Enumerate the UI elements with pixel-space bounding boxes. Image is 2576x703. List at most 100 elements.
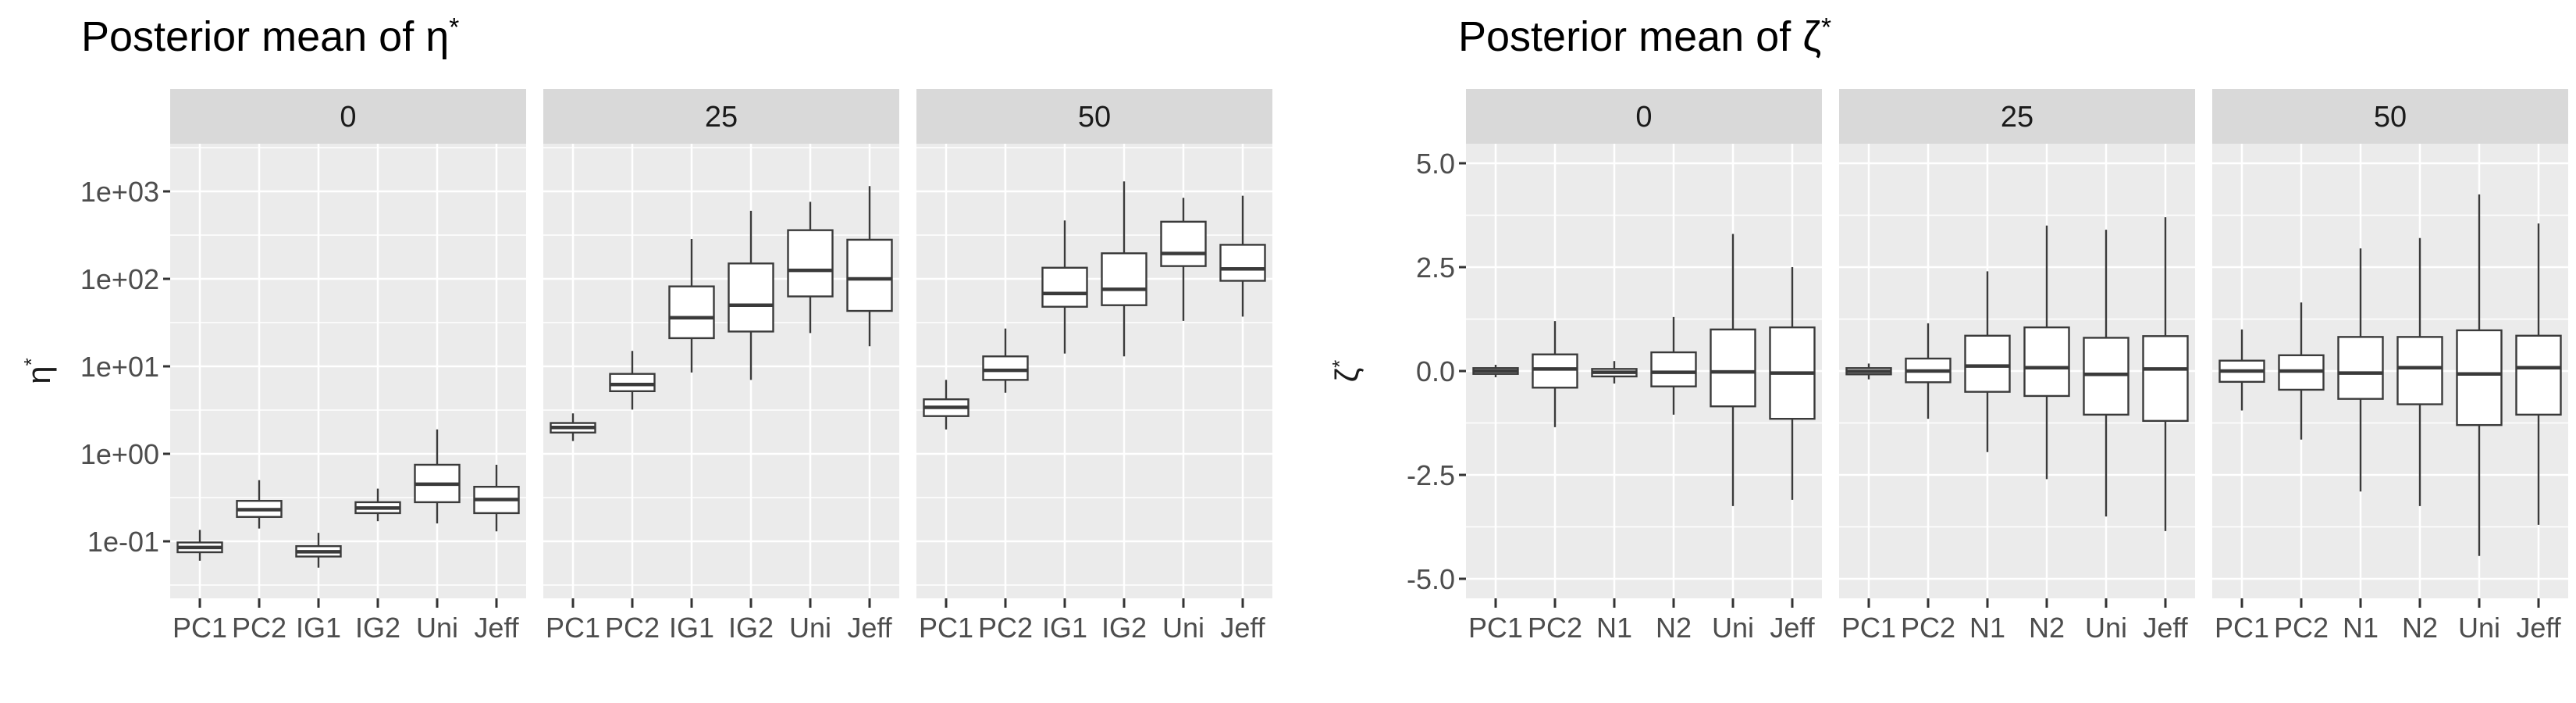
boxplot-box	[1710, 328, 1756, 408]
boxplot-Jeff	[2515, 223, 2562, 525]
x-tick-label: IG1	[296, 612, 341, 644]
boxplot-Uni	[1710, 234, 1756, 506]
x-tick-label: PC2	[232, 612, 286, 644]
y-tick-label: 1e+01	[80, 351, 159, 383]
boxplot-Uni	[787, 202, 834, 334]
boxplot-IG2	[728, 210, 774, 380]
x-tick-label: Jeff	[1770, 612, 1815, 644]
boxplot-Uni	[2083, 230, 2129, 517]
x-tick-label: Uni	[789, 612, 831, 644]
boxplot-N1	[1591, 361, 1638, 384]
chart-zeta: Posterior mean of ζ* ζ* 0 PC1 PC2 N1 N2 Uni Je…	[1288, 0, 2576, 703]
x-tick-label: N2	[2029, 612, 2065, 644]
boxplot-box	[787, 229, 834, 298]
x-tick-label: Jeff	[2143, 612, 2188, 644]
x-tick-label: Uni	[1162, 612, 1204, 644]
x-tick-label: PC2	[1528, 612, 1582, 644]
boxplot-box	[1964, 334, 2011, 393]
boxplot-Uni	[414, 429, 461, 524]
boxplot-PC2	[1532, 321, 1578, 427]
boxplot-box	[982, 355, 1029, 381]
y-tick-label: 1e+00	[80, 438, 159, 470]
facet-panel-0: 0 PC1 PC2 N1 N2 Uni Jeff	[1466, 89, 1822, 644]
boxplot-IG1	[295, 533, 342, 568]
x-tick-label: PC2	[2274, 612, 2329, 644]
chart-eta: Posterior mean of η* η* 0 PC1 PC2 IG1 IG2 Uni…	[20, 12, 1272, 644]
boxplot-N2	[2023, 225, 2070, 480]
boxplot-box	[668, 285, 715, 340]
chart-title-superscript: *	[449, 13, 460, 42]
x-tick-label: PC2	[978, 612, 1033, 644]
boxplot-box	[2083, 337, 2129, 416]
boxplot-PC1	[1472, 365, 1519, 377]
facet-panel-50: 50 PC1 PC2 IG1 IG2 Uni Jeff	[916, 89, 1272, 644]
boxplot-IG2	[354, 488, 401, 522]
x-tick-label: N2	[1656, 612, 1692, 644]
facet-strip-label: 50	[2374, 101, 2407, 134]
x-tick-label: Uni	[1712, 612, 1754, 644]
boxplot-N1	[2337, 248, 2384, 492]
boxplot-Jeff	[846, 186, 893, 347]
boxplot-box	[2023, 326, 2070, 398]
x-tick-label: Jeff	[847, 612, 892, 644]
boxplot-box	[2396, 336, 2443, 405]
boxplot-box	[2456, 329, 2503, 426]
facet-strip	[1466, 89, 1822, 144]
facet-panel-50: 50 PC1 PC2 N1 N2 Uni Jeff	[2212, 89, 2568, 644]
x-tick-label: IG2	[1101, 612, 1147, 644]
boxplot-box	[609, 373, 656, 393]
facet-strip-label: 25	[705, 101, 738, 134]
boxplot-PC1	[176, 530, 223, 561]
boxplot-PC1	[923, 380, 970, 430]
x-tick-label: Jeff	[474, 612, 519, 644]
y-tick-label: 1e-01	[87, 526, 159, 558]
facet-panel-0: 0 PC1 PC2 IG1 IG2 Uni Jeff	[170, 89, 526, 644]
x-tick-label: PC1	[173, 612, 227, 644]
boxplot-PC2	[236, 480, 283, 529]
boxplot-Jeff	[473, 464, 520, 532]
boxplot-Jeff	[1769, 267, 1816, 500]
boxplot-box	[846, 238, 893, 312]
facet-strip	[543, 89, 899, 144]
x-tick-label: N2	[2402, 612, 2438, 644]
panel-background	[543, 144, 899, 598]
facet-strip-label: 50	[1078, 101, 1111, 134]
boxplot-Jeff	[1219, 195, 1266, 317]
y-tick-label: 5.0	[1416, 148, 1455, 180]
x-tick-label: IG1	[669, 612, 714, 644]
x-tick-label: IG1	[1042, 612, 1087, 644]
y-tick-label: 0.0	[1416, 355, 1455, 387]
x-tick-label: PC1	[919, 612, 973, 644]
chart-title-superscript: *	[1821, 13, 1832, 42]
x-tick-label: IG2	[355, 612, 400, 644]
boxplot-IG2	[1101, 181, 1147, 357]
chart-title-zeta: Posterior mean of ζ*	[1458, 12, 1831, 61]
y-tick-label: -2.5	[1407, 459, 1455, 491]
boxplot-Jeff	[2142, 217, 2189, 531]
boxplot-box	[1650, 351, 1697, 387]
facet-strip	[1839, 89, 2195, 144]
x-tick-label: Uni	[2458, 612, 2500, 644]
facet-panel-25: 25 PC1 PC2 N1 N2 Uni Jeff	[1839, 89, 2195, 644]
boxplot-box	[2142, 335, 2189, 423]
y-tick-label: 2.5	[1416, 252, 1455, 284]
boxplot-IG1	[668, 239, 715, 373]
panel-background	[916, 144, 1272, 598]
boxplot-box	[1219, 244, 1266, 282]
facet-strip	[916, 89, 1272, 144]
boxplot-box	[1101, 252, 1147, 306]
x-tick-label: PC2	[1901, 612, 1955, 644]
boxplot-PC1	[550, 413, 596, 441]
chart-title-eta: Posterior mean of η*	[81, 12, 459, 61]
boxplot-box	[728, 262, 774, 333]
boxplot-N2	[1650, 316, 1697, 415]
x-tick-label: PC1	[1468, 612, 1523, 644]
boxplot-box	[2515, 334, 2562, 416]
boxplot-N1	[1964, 271, 2011, 452]
x-tick-label: N1	[1596, 612, 1632, 644]
x-tick-label: Jeff	[2516, 612, 2561, 644]
boxplot-PC1	[2218, 329, 2265, 411]
y-tick-label: 1e+02	[80, 263, 159, 295]
chart-title-text: Posterior mean of ζ	[1458, 13, 1822, 60]
